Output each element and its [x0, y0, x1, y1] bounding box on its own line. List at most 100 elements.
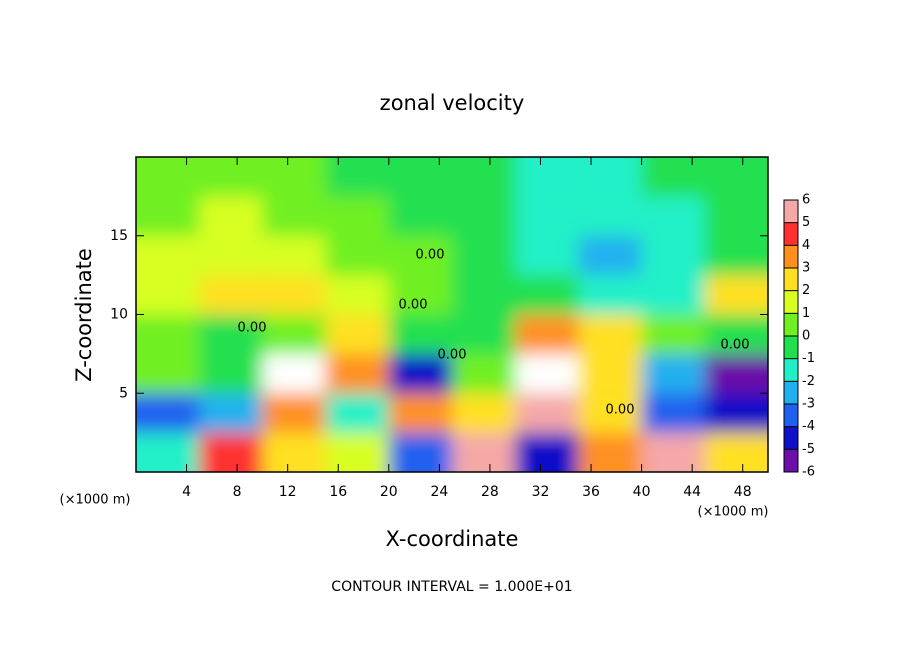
cell — [199, 314, 263, 354]
cell — [704, 393, 768, 433]
y-tick-label: 5 — [119, 385, 128, 401]
cell — [515, 196, 579, 236]
y-tick-label: 10 — [110, 307, 128, 323]
cell — [641, 157, 705, 197]
field — [136, 157, 768, 472]
cell — [136, 196, 200, 236]
colorbar-band — [784, 313, 798, 336]
cell — [136, 314, 200, 354]
cell — [199, 393, 263, 433]
cell — [515, 393, 579, 433]
footer: CONTOUR INTERVAL = 1.000E+01 — [331, 579, 572, 595]
colorbar-label: 1 — [802, 306, 810, 321]
cell — [578, 393, 642, 433]
cells — [136, 157, 768, 472]
colorbar-label: -2 — [802, 374, 815, 389]
cell — [452, 393, 516, 433]
cell — [262, 196, 326, 236]
colorbar-band — [784, 290, 798, 314]
colorbar-band — [784, 245, 798, 268]
cell — [704, 353, 768, 394]
y-tick-label: 15 — [110, 228, 128, 244]
cell — [641, 275, 705, 315]
cell — [515, 314, 579, 354]
cell — [136, 235, 200, 276]
cell — [388, 314, 452, 354]
x-tick-label: 4 — [182, 484, 191, 500]
x-tick-label: 24 — [430, 484, 448, 500]
cell — [578, 157, 642, 197]
cell — [515, 235, 579, 276]
cell — [452, 157, 516, 197]
cell — [325, 393, 389, 433]
cell — [388, 157, 452, 197]
colorbar-band — [784, 449, 798, 472]
x-axis-label: X-coordinate — [386, 527, 519, 551]
x-tick-label: 28 — [481, 484, 499, 500]
cell — [325, 353, 389, 394]
colorbar-label: -1 — [802, 351, 815, 366]
cell — [199, 432, 263, 472]
colorbar-label: 2 — [802, 283, 810, 298]
colorbar-label: -4 — [802, 419, 815, 434]
cell — [515, 275, 579, 315]
cell — [641, 235, 705, 276]
colorbar-label: -6 — [802, 465, 815, 480]
cell — [578, 432, 642, 472]
cell — [704, 314, 768, 354]
x-tick-label: 32 — [532, 484, 550, 500]
cell — [199, 235, 263, 276]
contour-label: 0.00 — [399, 298, 428, 313]
colorbar-label: 6 — [802, 193, 810, 208]
cell — [515, 157, 579, 197]
colorbar-label: 3 — [802, 261, 810, 276]
x-tick-label: 12 — [279, 484, 297, 500]
cell — [578, 196, 642, 236]
cell — [262, 157, 326, 197]
cell — [515, 353, 579, 394]
cell — [388, 393, 452, 433]
cell — [199, 353, 263, 394]
x-tick-label: 36 — [582, 484, 600, 500]
cell — [325, 275, 389, 315]
cell — [262, 353, 326, 394]
cell — [388, 196, 452, 236]
y-axis-label: Z-coordinate — [72, 248, 96, 382]
cell — [641, 393, 705, 433]
cell — [452, 432, 516, 472]
colorbar-band — [784, 222, 798, 246]
colorbar-label: 5 — [802, 215, 810, 230]
cell — [641, 432, 705, 472]
cell — [262, 314, 326, 354]
cell — [641, 353, 705, 394]
contour-label: 0.00 — [606, 403, 635, 418]
cell — [704, 157, 768, 197]
cell — [452, 196, 516, 236]
cell — [325, 157, 389, 197]
contour-label: 0.00 — [721, 338, 750, 353]
contour-label: 0.00 — [438, 348, 467, 363]
colorbar-band — [784, 336, 798, 359]
cell — [262, 235, 326, 276]
x-tick-label: 40 — [633, 484, 651, 500]
cell — [704, 235, 768, 276]
x-tick-label: 48 — [734, 484, 752, 500]
cell — [578, 314, 642, 354]
cell — [515, 432, 579, 472]
cell — [262, 275, 326, 315]
colorbar-band — [784, 426, 798, 450]
colorbar-label: -5 — [802, 442, 815, 457]
cell — [388, 235, 452, 276]
cell — [704, 432, 768, 472]
cell — [136, 393, 200, 433]
cell — [452, 235, 516, 276]
cell — [199, 275, 263, 315]
cell — [262, 393, 326, 433]
x-tick-label: 44 — [683, 484, 701, 500]
cell — [452, 314, 516, 354]
cell — [136, 157, 200, 197]
x-unit: (×1000 m) — [698, 505, 769, 520]
contour-label: 0.00 — [238, 321, 267, 336]
chart-title: zonal velocity — [380, 91, 525, 115]
